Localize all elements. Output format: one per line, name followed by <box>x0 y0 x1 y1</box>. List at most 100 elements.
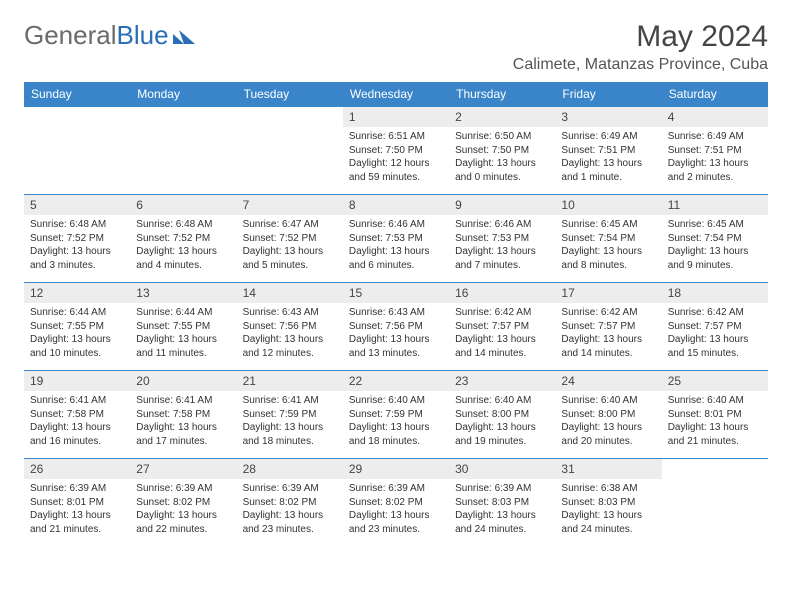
sunset-text: Sunset: 8:01 PM <box>668 408 762 422</box>
weekday-header: Monday <box>130 82 236 107</box>
day-number: 14 <box>237 283 343 303</box>
weekday-header: Wednesday <box>343 82 449 107</box>
sunset-text: Sunset: 7:58 PM <box>136 408 230 422</box>
day-number: 27 <box>130 459 236 479</box>
calendar-day-cell: 23Sunrise: 6:40 AMSunset: 8:00 PMDayligh… <box>449 371 555 459</box>
weekday-header-row: Sunday Monday Tuesday Wednesday Thursday… <box>24 82 768 107</box>
day-number: 24 <box>555 371 661 391</box>
day-details: Sunrise: 6:40 AMSunset: 8:00 PMDaylight:… <box>555 391 661 452</box>
daylight-text: Daylight: 13 hours and 24 minutes. <box>561 509 655 536</box>
sunset-text: Sunset: 7:52 PM <box>243 232 337 246</box>
sunset-text: Sunset: 7:59 PM <box>243 408 337 422</box>
calendar-empty-cell <box>24 107 130 195</box>
calendar-day-cell: 8Sunrise: 6:46 AMSunset: 7:53 PMDaylight… <box>343 195 449 283</box>
sunset-text: Sunset: 7:54 PM <box>561 232 655 246</box>
sunset-text: Sunset: 7:55 PM <box>136 320 230 334</box>
calendar-week-row: 5 Sunrise: 6:48 AM Sunset: 7:52 PM Daylight… <box>24 195 768 283</box>
day-number: 2 <box>449 107 555 127</box>
logo-text-general: General <box>24 20 117 51</box>
sunset-text: Sunset: 8:00 PM <box>455 408 549 422</box>
day-details: Sunrise: 6:41 AMSunset: 7:58 PMDaylight:… <box>130 391 236 452</box>
day-number: 30 <box>449 459 555 479</box>
calendar-day-cell: 22Sunrise: 6:40 AMSunset: 7:59 PMDayligh… <box>343 371 449 459</box>
sunrise-text: Sunrise: 6:43 AM <box>243 306 337 320</box>
day-number: 11 <box>662 195 768 215</box>
sunset-text: Sunset: 7:58 PM <box>30 408 124 422</box>
daylight-text: Daylight: 13 hours and 3 minutes. <box>30 245 124 272</box>
calendar-week-row: 19Sunrise: 6:41 AMSunset: 7:58 PMDayligh… <box>24 371 768 459</box>
daylight-text: Daylight: 13 hours and 15 minutes. <box>668 333 762 360</box>
daylight-text: Daylight: 13 hours and 19 minutes. <box>455 421 549 448</box>
calendar-day-cell: 17Sunrise: 6:42 AMSunset: 7:57 PMDayligh… <box>555 283 661 371</box>
calendar-day-cell: 21Sunrise: 6:41 AMSunset: 7:59 PMDayligh… <box>237 371 343 459</box>
day-number: 20 <box>130 371 236 391</box>
day-number: 26 <box>24 459 130 479</box>
day-details: Sunrise: 6:49 AMSunset: 7:51 PMDaylight:… <box>662 127 768 188</box>
day-details: Sunrise: 6:43 AMSunset: 7:56 PMDaylight:… <box>343 303 449 364</box>
sunset-text: Sunset: 8:01 PM <box>30 496 124 510</box>
daylight-text: Daylight: 13 hours and 1 minute. <box>561 157 655 184</box>
day-details: Sunrise: 6:39 AMSunset: 8:02 PMDaylight:… <box>343 479 449 540</box>
sunrise-text: Sunrise: 6:40 AM <box>561 394 655 408</box>
day-details: Sunrise: 6:51 AMSunset: 7:50 PMDaylight:… <box>343 127 449 188</box>
calendar-empty-cell <box>237 107 343 195</box>
calendar-day-cell: 31Sunrise: 6:38 AMSunset: 8:03 PMDayligh… <box>555 459 661 547</box>
calendar-day-cell: 6Sunrise: 6:48 AMSunset: 7:52 PMDaylight… <box>130 195 236 283</box>
calendar-day-cell: 10Sunrise: 6:45 AMSunset: 7:54 PMDayligh… <box>555 195 661 283</box>
calendar-empty-cell <box>130 107 236 195</box>
day-details: Sunrise: 6:40 AMSunset: 8:01 PMDaylight:… <box>662 391 768 452</box>
sunrise-text: Sunrise: 6:40 AM <box>668 394 762 408</box>
sunrise-text: Sunrise: 6:41 AM <box>30 394 124 408</box>
sunset-text: Sunset: 7:50 PM <box>349 144 443 158</box>
calendar-day-cell: 12Sunrise: 6:44 AMSunset: 7:55 PMDayligh… <box>24 283 130 371</box>
calendar-day-cell: 7Sunrise: 6:47 AMSunset: 7:52 PMDaylight… <box>237 195 343 283</box>
sunset-text: Sunset: 8:02 PM <box>243 496 337 510</box>
calendar-day-cell: 25Sunrise: 6:40 AMSunset: 8:01 PMDayligh… <box>662 371 768 459</box>
daylight-text: Daylight: 13 hours and 21 minutes. <box>668 421 762 448</box>
daylight-text: Daylight: 13 hours and 14 minutes. <box>455 333 549 360</box>
day-number: 12 <box>24 283 130 303</box>
daylight-text: Daylight: 13 hours and 2 minutes. <box>668 157 762 184</box>
day-number: 29 <box>343 459 449 479</box>
daylight-text: Daylight: 13 hours and 7 minutes. <box>455 245 549 272</box>
calendar-day-cell: 14Sunrise: 6:43 AMSunset: 7:56 PMDayligh… <box>237 283 343 371</box>
day-details: Sunrise: 6:46 AMSunset: 7:53 PMDaylight:… <box>449 215 555 276</box>
sunrise-text: Sunrise: 6:48 AM <box>136 218 230 232</box>
calendar-day-cell: 5Sunrise: 6:48 AMSunset: 7:52 PMDaylight… <box>24 195 130 283</box>
sunrise-text: Sunrise: 6:39 AM <box>243 482 337 496</box>
sunrise-text: Sunrise: 6:40 AM <box>455 394 549 408</box>
sunset-text: Sunset: 7:57 PM <box>561 320 655 334</box>
sunset-text: Sunset: 7:56 PM <box>349 320 443 334</box>
sunset-text: Sunset: 8:02 PM <box>136 496 230 510</box>
calendar-page: GeneralBlue May 2024 Calimete, Matanzas … <box>0 0 792 567</box>
day-details: Sunrise: 6:40 AMSunset: 8:00 PMDaylight:… <box>449 391 555 452</box>
day-number: 21 <box>237 371 343 391</box>
location-label: Calimete, Matanzas Province, Cuba <box>513 56 768 74</box>
calendar-body: 1Sunrise: 6:51 AMSunset: 7:50 PMDaylight… <box>24 107 768 547</box>
sunrise-text: Sunrise: 6:39 AM <box>349 482 443 496</box>
logo-mark-icon <box>173 20 195 51</box>
day-number: 5 <box>24 195 130 215</box>
day-number: 23 <box>449 371 555 391</box>
sunset-text: Sunset: 8:03 PM <box>561 496 655 510</box>
day-details: Sunrise: 6:49 AMSunset: 7:51 PMDaylight:… <box>555 127 661 188</box>
day-number: 9 <box>449 195 555 215</box>
day-details: Sunrise: 6:50 AMSunset: 7:50 PMDaylight:… <box>449 127 555 188</box>
day-number: 6 <box>130 195 236 215</box>
sunset-text: Sunset: 7:53 PM <box>455 232 549 246</box>
day-number: 13 <box>130 283 236 303</box>
daylight-text: Daylight: 13 hours and 18 minutes. <box>349 421 443 448</box>
sunset-text: Sunset: 7:59 PM <box>349 408 443 422</box>
calendar-week-row: 26 Sunrise: 6:39 AM Sunset: 8:01 PM Dayligh… <box>24 459 768 547</box>
sunrise-text: Sunrise: 6:44 AM <box>136 306 230 320</box>
header: GeneralBlue May 2024 Calimete, Matanzas … <box>24 20 768 74</box>
daylight-text: Daylight: 13 hours and 23 minutes. <box>349 509 443 536</box>
day-number: 3 <box>555 107 661 127</box>
daylight-text: Daylight: 13 hours and 22 minutes. <box>136 509 230 536</box>
sunrise-text: Sunrise: 6:43 AM <box>349 306 443 320</box>
calendar-day-cell: 2Sunrise: 6:50 AMSunset: 7:50 PMDaylight… <box>449 107 555 195</box>
day-details: Sunrise: 6:44 AMSunset: 7:55 PMDaylight:… <box>130 303 236 364</box>
sunrise-text: Sunrise: 6:45 AM <box>668 218 762 232</box>
day-number: 19 <box>24 371 130 391</box>
day-number: 16 <box>449 283 555 303</box>
